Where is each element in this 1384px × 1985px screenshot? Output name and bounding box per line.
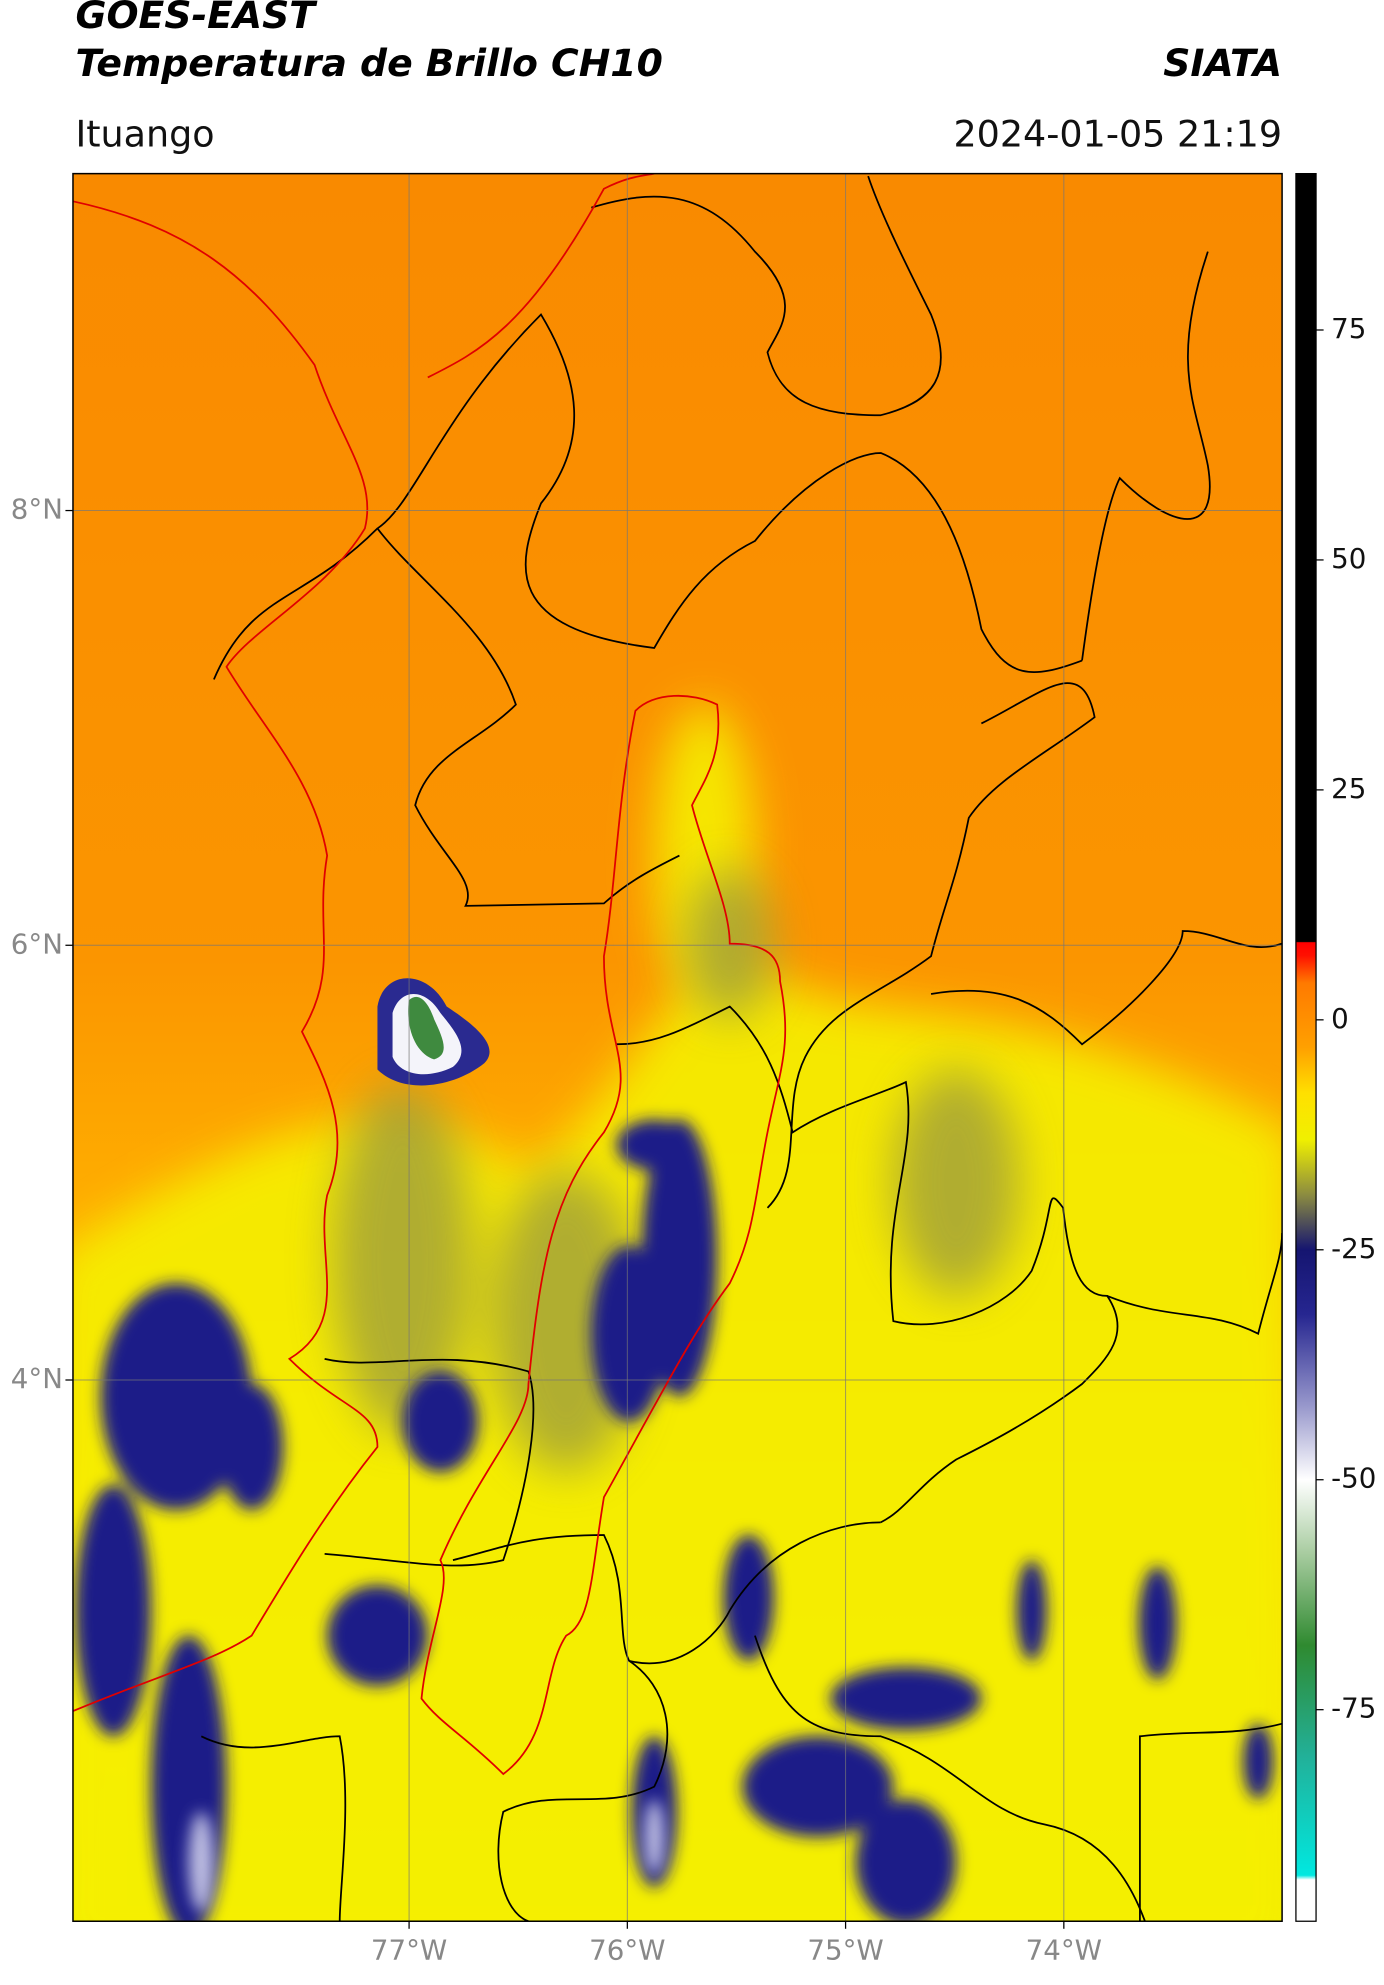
colorbar-tick-label: 0 xyxy=(1331,1002,1349,1035)
location: Ituango xyxy=(75,112,214,155)
title: GOES-EAST xyxy=(75,0,318,37)
region-outline xyxy=(72,173,787,1776)
colorbar-tick-label: 50 xyxy=(1331,542,1366,575)
lon-tick-label: 74°W xyxy=(1026,1933,1102,1966)
lat-tick-label: 4°N xyxy=(11,1362,63,1395)
colorbar-tick-label: -75 xyxy=(1331,1692,1376,1725)
lat-tick-label: 8°N xyxy=(11,493,63,526)
map-frame xyxy=(72,172,1283,1922)
colorbar-tick-label: 75 xyxy=(1331,312,1366,345)
colorbar-tick-label: 25 xyxy=(1331,772,1366,805)
satellite-image xyxy=(72,173,1283,1922)
colorbar xyxy=(1295,172,1317,1922)
lat-tick-label: 6°N xyxy=(11,927,63,960)
colorbar-tick-label: -50 xyxy=(1331,1462,1376,1495)
brand: SIATA xyxy=(1163,41,1282,85)
lon-tick-label: 76°W xyxy=(589,1933,665,1966)
colorbar-tick-label: -25 xyxy=(1331,1232,1376,1265)
lon-tick-label: 75°W xyxy=(807,1933,883,1966)
lon-tick-label: 77°W xyxy=(371,1933,447,1966)
datetime: 2024-01-05 21:19 xyxy=(953,112,1282,155)
subtitle: Temperatura de Brillo CH10 xyxy=(75,41,662,85)
